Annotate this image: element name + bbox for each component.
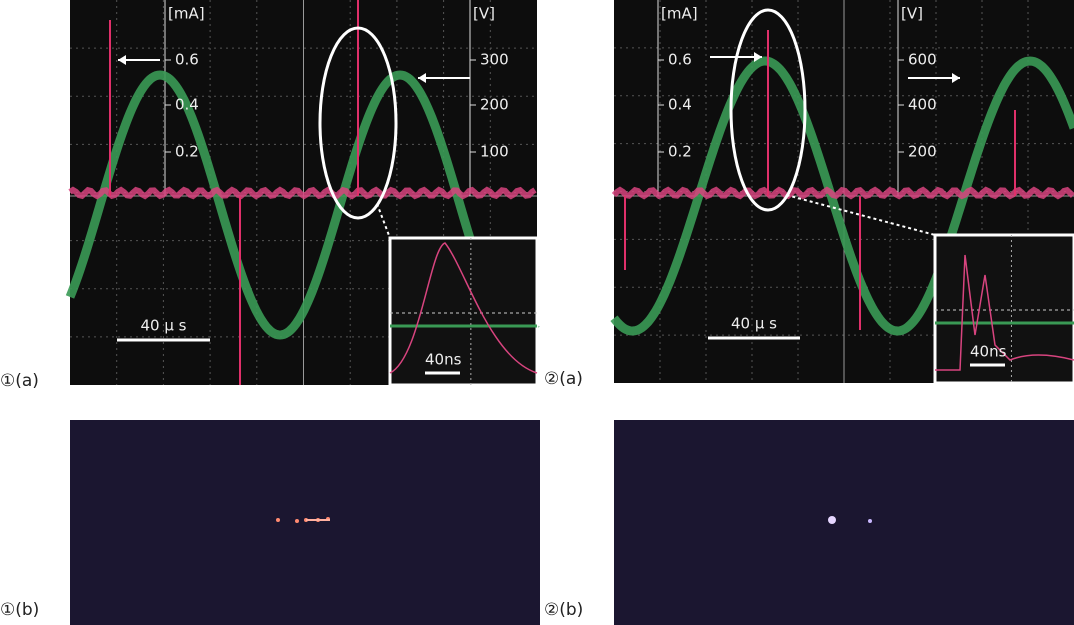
highlight xyxy=(729,8,807,212)
emission-image xyxy=(614,420,1074,625)
zoom-link xyxy=(786,194,936,236)
arrow-head xyxy=(418,73,426,83)
current-tick-label: 0.4 xyxy=(175,96,199,114)
image-label: ②(b) xyxy=(544,600,583,620)
current-unit: [mA] xyxy=(168,5,205,23)
voltage-tick-label: 200 xyxy=(480,96,509,114)
arrow-head xyxy=(952,73,960,83)
arrow-head xyxy=(754,52,762,62)
zoom-link xyxy=(376,203,391,239)
inset-scale: 40ns xyxy=(970,343,1007,361)
voltage-tick-label: 300 xyxy=(480,51,509,69)
voltage-tick-label: 200 xyxy=(908,143,937,161)
light-spot xyxy=(868,519,872,523)
light-spot xyxy=(276,518,280,522)
inset-pulse xyxy=(935,254,1074,371)
scope-label: ②(a) xyxy=(544,369,583,389)
current-unit: [mA] xyxy=(661,5,698,23)
inset-pulse xyxy=(389,242,538,374)
time-scale: 40 μ s xyxy=(141,317,187,335)
voltage-unit: [V] xyxy=(901,5,923,23)
highlight xyxy=(318,26,398,220)
voltage-tick-label: 600 xyxy=(908,51,937,69)
current-tick-label: 0.2 xyxy=(175,143,199,161)
current-tick-label: 0.2 xyxy=(668,143,692,161)
voltage-tick-label: 100 xyxy=(480,143,509,161)
voltage-wave xyxy=(65,70,540,340)
current-tick-label: 0.4 xyxy=(668,96,692,114)
inset xyxy=(933,233,1074,385)
light-spot xyxy=(828,516,836,524)
inset xyxy=(388,236,539,387)
voltage-tick-label: 400 xyxy=(908,96,937,114)
time-scale: 40 μ s xyxy=(731,315,777,333)
scope-label: ①(a) xyxy=(0,371,39,391)
voltage-unit: [V] xyxy=(473,5,495,23)
image-label: ①(b) xyxy=(0,600,39,620)
inset-scale: 40ns xyxy=(425,351,462,369)
current-noise xyxy=(611,186,1074,200)
arrow-head xyxy=(118,55,126,65)
voltage-wave xyxy=(610,56,1074,336)
current-tick-label: 0.6 xyxy=(175,51,199,69)
light-spot xyxy=(295,519,299,523)
current-tick-label: 0.6 xyxy=(668,51,692,69)
current-noise xyxy=(68,186,537,200)
emission-image xyxy=(70,420,540,625)
